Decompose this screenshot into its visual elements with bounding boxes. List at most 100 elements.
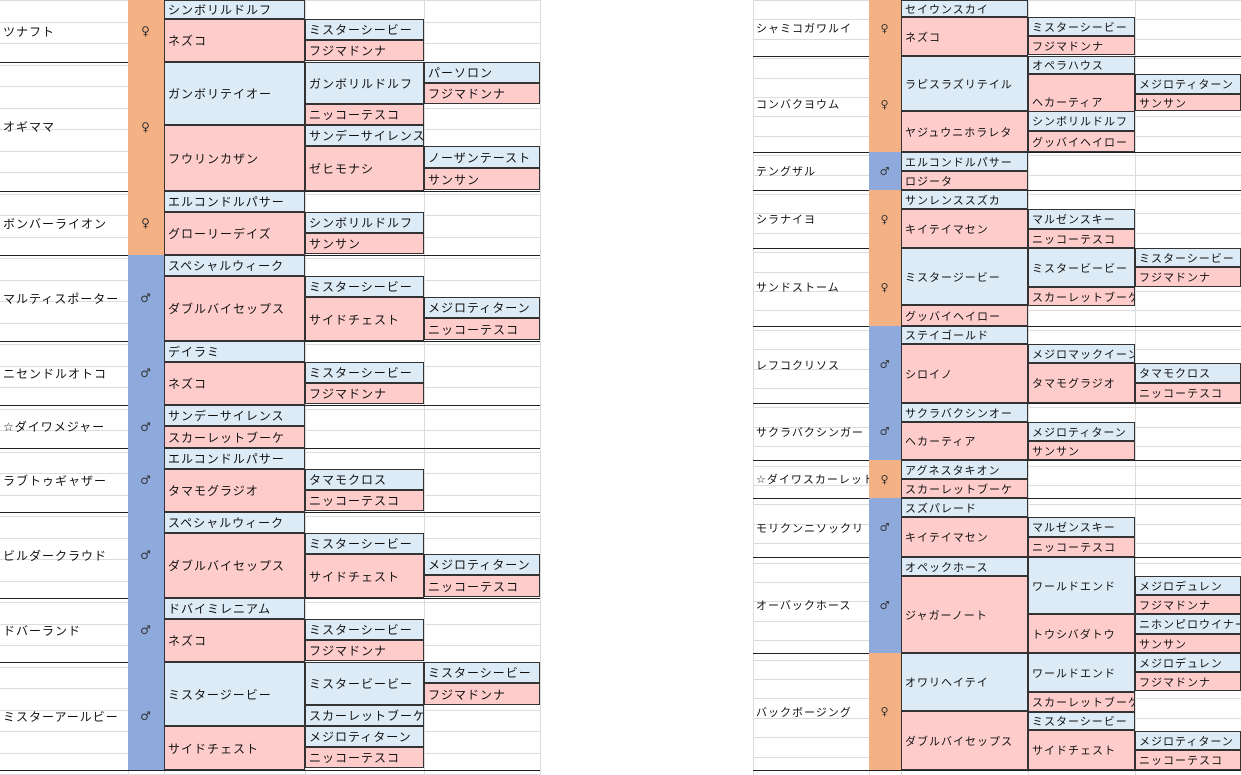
grandparent-cell[interactable]: ミスターシービー <box>305 533 424 554</box>
grandparent-cell[interactable]: シンボリルドルフ <box>305 212 424 233</box>
dam-cell[interactable]: ネズコ <box>164 19 305 62</box>
horse-name[interactable]: ☆ダイワスカーレット <box>756 473 869 486</box>
grandparent-cell[interactable]: メジロティターン <box>1028 422 1135 441</box>
grandparent-cell[interactable]: ニッコーテスコ <box>305 104 424 125</box>
dam-cell[interactable]: グローリーデイズ <box>164 212 305 255</box>
dam-cell[interactable]: シロイノ <box>901 344 1028 403</box>
great-grandparent-cell[interactable]: パーソロン <box>424 62 540 83</box>
sire-cell[interactable]: オペックホース <box>901 557 1028 576</box>
horse-name[interactable]: ツナフト <box>3 24 56 39</box>
grandparent-cell[interactable]: ニッコーテスコ <box>1028 537 1135 557</box>
sire-cell[interactable]: オワリヘイテイ <box>901 653 1028 711</box>
grandparent-cell[interactable]: サイドチェスト <box>305 554 424 598</box>
grandparent-cell[interactable]: ミスタービービー <box>1028 248 1135 287</box>
horse-name[interactable]: ニセンドルオトコ <box>3 366 108 381</box>
grandparent-cell[interactable]: マルゼンスキー <box>1028 517 1135 537</box>
dam-cell[interactable]: グッバイヘイロー <box>901 305 1028 326</box>
dam-cell[interactable]: ロジータ <box>901 171 1028 190</box>
grandparent-cell[interactable]: サンサン <box>1028 441 1135 460</box>
grandparent-cell[interactable]: ガンボリルドルフ <box>305 62 424 104</box>
grandparent-cell[interactable]: シンボリルドルフ <box>1028 111 1135 131</box>
sire-cell[interactable]: セイウンスカイ <box>901 0 1028 17</box>
dam-cell[interactable]: ネズコ <box>901 17 1028 56</box>
great-grandparent-cell[interactable]: フジマドンナ <box>1135 267 1241 287</box>
sex-icon[interactable]: ♀ <box>869 248 901 326</box>
great-grandparent-cell[interactable]: ニッコーテスコ <box>424 318 540 340</box>
sire-cell[interactable]: ミスタージービー <box>164 662 305 726</box>
sire-cell[interactable]: ステイゴールド <box>901 326 1028 344</box>
sex-icon[interactable]: ♂ <box>128 598 164 662</box>
dam-cell[interactable]: ネズコ <box>164 362 305 405</box>
grandparent-cell[interactable]: ミスターシービー <box>305 619 424 640</box>
great-grandparent-cell[interactable]: サンサン <box>1135 94 1241 111</box>
great-grandparent-cell[interactable]: ニホンピロウイナー <box>1135 614 1241 634</box>
sex-icon[interactable]: ♀ <box>869 56 901 152</box>
grandparent-cell[interactable]: フジマドンナ <box>305 383 424 404</box>
grandparent-cell[interactable]: メジロマックイーン <box>1028 344 1135 363</box>
sex-icon[interactable]: ♀ <box>128 0 164 62</box>
horse-name[interactable]: モリクンニソックリ <box>756 521 864 535</box>
great-grandparent-cell[interactable]: サンサン <box>1135 634 1241 653</box>
grandparent-cell[interactable]: ミスターシービー <box>1028 712 1135 730</box>
grandparent-cell[interactable]: トウシバダトウ <box>1028 614 1135 653</box>
great-grandparent-cell[interactable]: メジロデュレン <box>1135 576 1241 595</box>
dam-cell[interactable]: ヘカーティア <box>901 422 1028 460</box>
great-grandparent-cell[interactable]: フジマドンナ <box>424 683 540 705</box>
great-grandparent-cell[interactable]: ノーザンテースト <box>424 146 540 168</box>
dam-cell[interactable]: フウリンカザン <box>164 125 305 191</box>
sire-cell[interactable]: サンレンススズカ <box>901 190 1028 209</box>
great-grandparent-cell[interactable]: ニッコーテスコ <box>1135 750 1241 770</box>
grandparent-cell[interactable]: ミスターシービー <box>1028 17 1135 36</box>
dam-cell[interactable]: サイドチェスト <box>164 726 305 770</box>
dam-cell[interactable]: ジャガーノート <box>901 576 1028 653</box>
dam-cell[interactable]: ヤジュウニホラレタ <box>901 111 1028 152</box>
grandparent-cell[interactable]: フジマドンナ <box>305 40 424 61</box>
sex-icon[interactable]: ♀ <box>128 62 164 191</box>
sire-cell[interactable]: エルコンドルパサー <box>901 152 1028 171</box>
grandparent-cell[interactable]: ワールドエンド <box>1028 653 1135 692</box>
grandparent-cell[interactable]: サンデーサイレンス <box>305 125 424 146</box>
great-grandparent-cell[interactable]: メジロティターン <box>424 554 540 575</box>
sex-icon[interactable]: ♂ <box>128 662 164 770</box>
sire-cell[interactable]: ラピスラズリテイル <box>901 56 1028 111</box>
sex-icon[interactable]: ♀ <box>869 653 901 770</box>
sex-icon[interactable]: ♀ <box>869 190 901 248</box>
dam-cell[interactable]: ダブルバイセップス <box>164 276 305 341</box>
horse-name[interactable]: マルティスポーター <box>3 291 120 306</box>
great-grandparent-cell[interactable]: タマモクロス <box>1135 363 1241 383</box>
horse-name[interactable]: ボンバーライオン <box>3 216 108 231</box>
grandparent-cell[interactable]: サンサン <box>305 233 424 254</box>
great-grandparent-cell[interactable]: メジロティターン <box>424 297 540 318</box>
sex-icon[interactable]: ♂ <box>128 448 164 512</box>
grandparent-cell[interactable]: オペラハウス <box>1028 56 1135 74</box>
grandparent-cell[interactable]: ミスターシービー <box>305 362 424 383</box>
grandparent-cell[interactable]: メジロティターン <box>305 726 424 747</box>
grandparent-cell[interactable]: ニッコーテスコ <box>1028 229 1135 248</box>
sex-icon[interactable]: ♂ <box>869 326 901 403</box>
grandparent-cell[interactable]: フジマドンナ <box>1028 36 1135 55</box>
dam-cell[interactable]: ネズコ <box>164 619 305 662</box>
horse-name[interactable]: コンバクヨウム <box>756 98 840 111</box>
sire-cell[interactable]: スペシャルウィーク <box>164 512 305 533</box>
grandparent-cell[interactable]: ニッコーテスコ <box>305 490 424 511</box>
grandparent-cell[interactable]: スカーレットブーケ <box>305 705 424 726</box>
grandparent-cell[interactable]: ワールドエンド <box>1028 557 1135 614</box>
great-grandparent-cell[interactable]: サンサン <box>424 168 540 190</box>
sex-icon[interactable]: ♀ <box>128 191 164 255</box>
sire-cell[interactable]: サンデーサイレンス <box>164 405 305 426</box>
horse-name[interactable]: ビルダークラウド <box>3 548 108 563</box>
great-grandparent-cell[interactable]: ニッコーテスコ <box>1135 383 1241 403</box>
grandparent-cell[interactable]: タマモグラジオ <box>1028 363 1135 403</box>
horse-name[interactable]: オギママ <box>3 120 56 134</box>
sire-cell[interactable]: デイラミ <box>164 341 305 362</box>
grandparent-cell[interactable]: ミスターシービー <box>305 276 424 297</box>
grandparent-cell[interactable]: ミスターシービー <box>305 19 424 40</box>
horse-name[interactable]: サンドストーム <box>756 281 840 294</box>
sire-cell[interactable]: アグネスタキオン <box>901 460 1028 479</box>
great-grandparent-cell[interactable]: フジマドンナ <box>1135 595 1241 614</box>
grandparent-cell[interactable]: ニッコーテスコ <box>305 747 424 768</box>
great-grandparent-cell[interactable]: フジマドンナ <box>1135 672 1241 691</box>
horse-name[interactable]: オーバックホース <box>756 599 852 612</box>
great-grandparent-cell[interactable]: メジロデュレン <box>1135 653 1241 672</box>
horse-name[interactable]: ドバーランド <box>3 623 82 638</box>
